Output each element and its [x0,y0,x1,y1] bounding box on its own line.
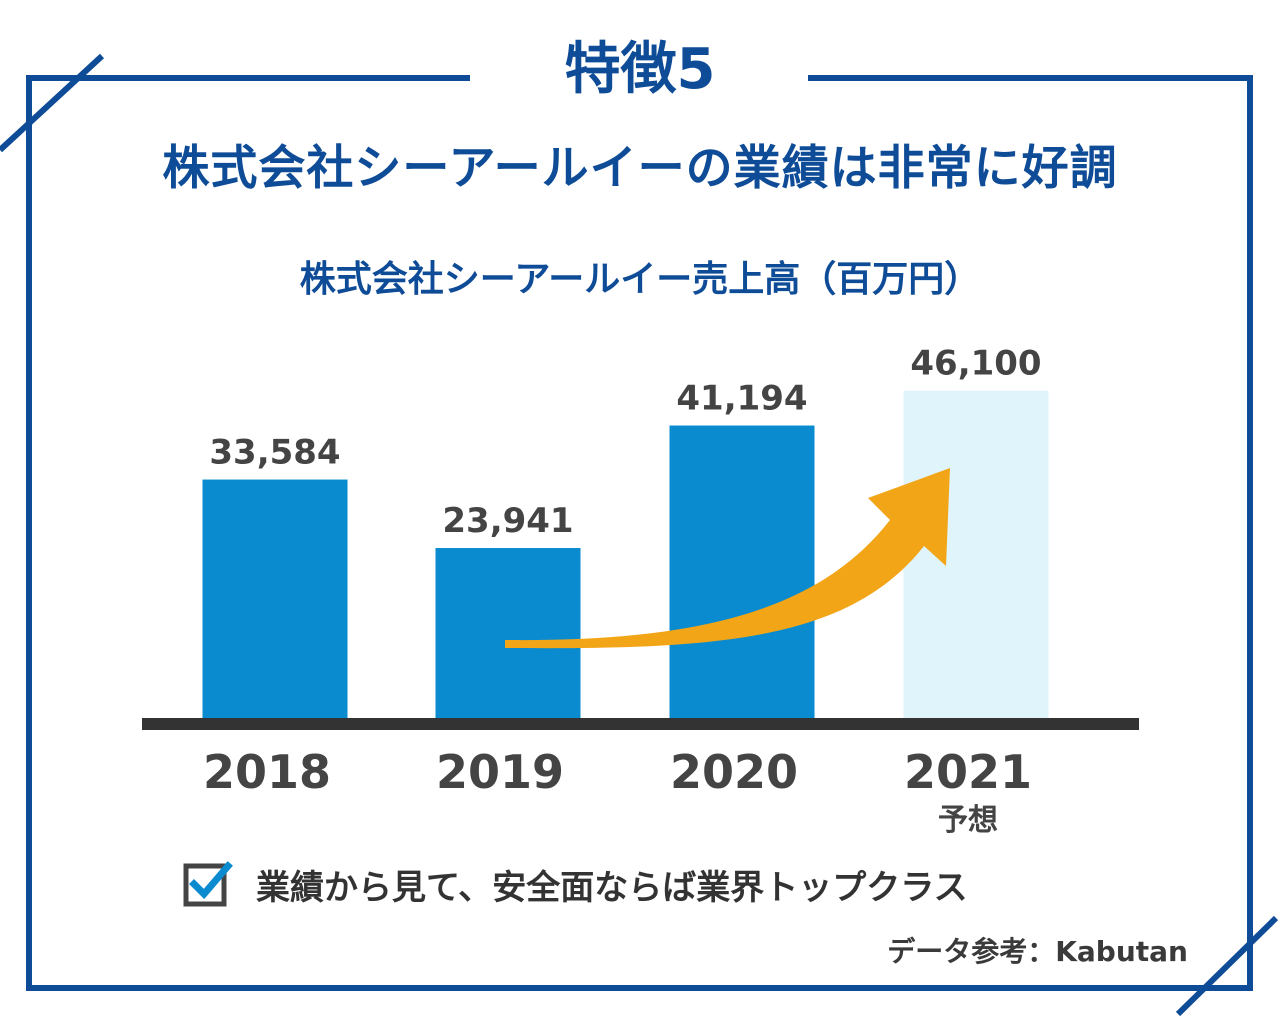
corner-slash-top-left [0,53,105,153]
value-label-2021: 46,100 [910,344,1041,384]
feature-label: 特徴5 [564,37,716,102]
bar-2018 [202,479,348,718]
checkbox-checked-icon [182,858,234,910]
corner-slash-bottom-right [1175,915,1279,1017]
value-label-2020: 41,194 [676,379,807,419]
bar-2020 [669,425,815,718]
trend-arrow-icon [505,468,950,649]
bar-2021 [903,390,1049,718]
value-label-2018: 33,584 [209,433,340,473]
chart-title: 株式会社シーアールイー売上高（百万円） [299,259,981,300]
source-credit: データ参考：Kabutan [887,935,1188,968]
baseline-axis [142,718,1139,730]
check-text: 業績から見て、安全面ならば業界トップクラス [256,867,968,908]
forecast-note: 予想 [938,803,998,838]
category-label-2019: 2019 [436,745,564,799]
check-line: 業績から見て、安全面ならば業界トップクラス [182,856,968,912]
value-label-2019: 23,941 [442,501,573,541]
headline: 株式会社シーアールイーの業績は非常に好調 [162,141,1118,196]
category-label-2020: 2020 [670,745,798,799]
category-label-2018: 2018 [203,745,331,799]
category-label-2021: 2021 [904,745,1032,799]
bar-2019 [435,548,581,718]
